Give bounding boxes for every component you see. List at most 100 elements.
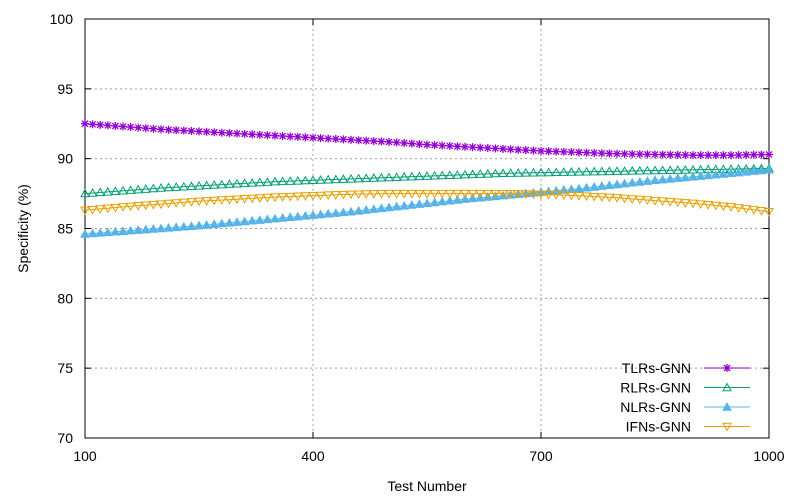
data-point xyxy=(748,206,759,215)
data-point xyxy=(722,382,732,392)
data-point xyxy=(718,202,729,212)
data-point xyxy=(278,132,287,141)
data-point xyxy=(209,196,220,206)
data-point xyxy=(232,195,242,205)
data-point xyxy=(171,222,182,232)
series-tlrs-gnn xyxy=(81,119,773,160)
data-point xyxy=(141,124,150,133)
data-point xyxy=(665,165,676,174)
data-point xyxy=(490,191,501,201)
data-point xyxy=(163,182,174,192)
legend-label: TLRs-GNN xyxy=(622,360,691,376)
data-point xyxy=(194,220,204,230)
data-point xyxy=(499,144,507,153)
data-point xyxy=(703,170,714,180)
data-point xyxy=(400,139,409,148)
data-point xyxy=(482,189,493,199)
data-point xyxy=(710,201,721,211)
data-point xyxy=(406,189,417,199)
data-point xyxy=(286,132,295,141)
data-point xyxy=(346,173,356,183)
data-point xyxy=(422,189,432,199)
data-point xyxy=(589,192,600,202)
data-point xyxy=(239,195,250,204)
data-point xyxy=(338,174,349,183)
data-point xyxy=(544,147,553,156)
data-point xyxy=(657,197,668,207)
data-point xyxy=(224,179,235,188)
data-point xyxy=(628,150,637,159)
data-point xyxy=(377,137,386,146)
data-point xyxy=(346,206,356,216)
data-point xyxy=(596,181,607,190)
data-point xyxy=(581,182,592,192)
data-point xyxy=(733,204,744,213)
data-point xyxy=(437,196,448,206)
data-point xyxy=(277,193,288,202)
data-point xyxy=(528,167,539,177)
data-point xyxy=(529,146,538,155)
legend-label: NLRs-GNN xyxy=(620,399,691,415)
data-point xyxy=(696,151,705,160)
data-point xyxy=(742,150,751,159)
data-point xyxy=(270,213,280,223)
data-point xyxy=(415,140,424,149)
data-point xyxy=(596,193,607,202)
y-tick-label: 75 xyxy=(57,360,73,376)
data-point xyxy=(406,200,417,209)
data-point xyxy=(224,195,235,205)
data-point xyxy=(460,194,470,203)
data-point xyxy=(330,208,341,217)
data-point xyxy=(125,185,136,194)
data-point xyxy=(558,167,569,176)
data-point xyxy=(210,128,219,137)
data-point xyxy=(741,166,752,176)
data-point xyxy=(605,149,614,158)
data-point xyxy=(710,169,721,179)
data-point xyxy=(148,183,159,193)
data-point xyxy=(551,191,562,200)
data-point xyxy=(414,189,425,199)
data-point xyxy=(619,194,630,204)
data-point xyxy=(376,172,387,182)
data-point xyxy=(723,364,731,372)
data-point xyxy=(406,171,417,181)
data-point xyxy=(444,170,455,179)
data-point xyxy=(748,166,759,175)
data-point xyxy=(347,135,355,144)
data-point xyxy=(102,204,113,214)
data-point xyxy=(80,206,90,216)
data-point xyxy=(111,121,120,130)
legend-item: TLRs-GNN xyxy=(622,360,750,376)
data-point xyxy=(414,199,425,208)
data-point xyxy=(216,179,227,189)
data-point xyxy=(95,227,106,237)
data-point xyxy=(537,146,545,155)
data-point xyxy=(353,205,364,215)
data-point xyxy=(505,190,516,199)
data-point xyxy=(726,168,736,178)
y-axis-title: Specificity (%) xyxy=(15,184,31,273)
data-point xyxy=(262,193,273,203)
data-point xyxy=(514,145,523,154)
data-point xyxy=(80,229,90,238)
data-point xyxy=(619,166,630,175)
data-point xyxy=(651,150,659,159)
data-point xyxy=(110,226,121,236)
data-point xyxy=(323,191,334,201)
data-point xyxy=(186,221,197,230)
data-point xyxy=(444,189,455,199)
data-point xyxy=(475,169,486,178)
data-point xyxy=(673,150,682,159)
data-point xyxy=(596,166,607,176)
data-point xyxy=(765,150,773,159)
data-point xyxy=(163,222,174,232)
data-point xyxy=(315,175,326,184)
data-point xyxy=(209,219,220,229)
legend-label: RLRs-GNN xyxy=(620,380,691,396)
data-point xyxy=(96,120,105,129)
data-point xyxy=(368,190,379,199)
data-point xyxy=(239,178,250,188)
data-point xyxy=(103,121,112,130)
data-point xyxy=(657,165,668,175)
